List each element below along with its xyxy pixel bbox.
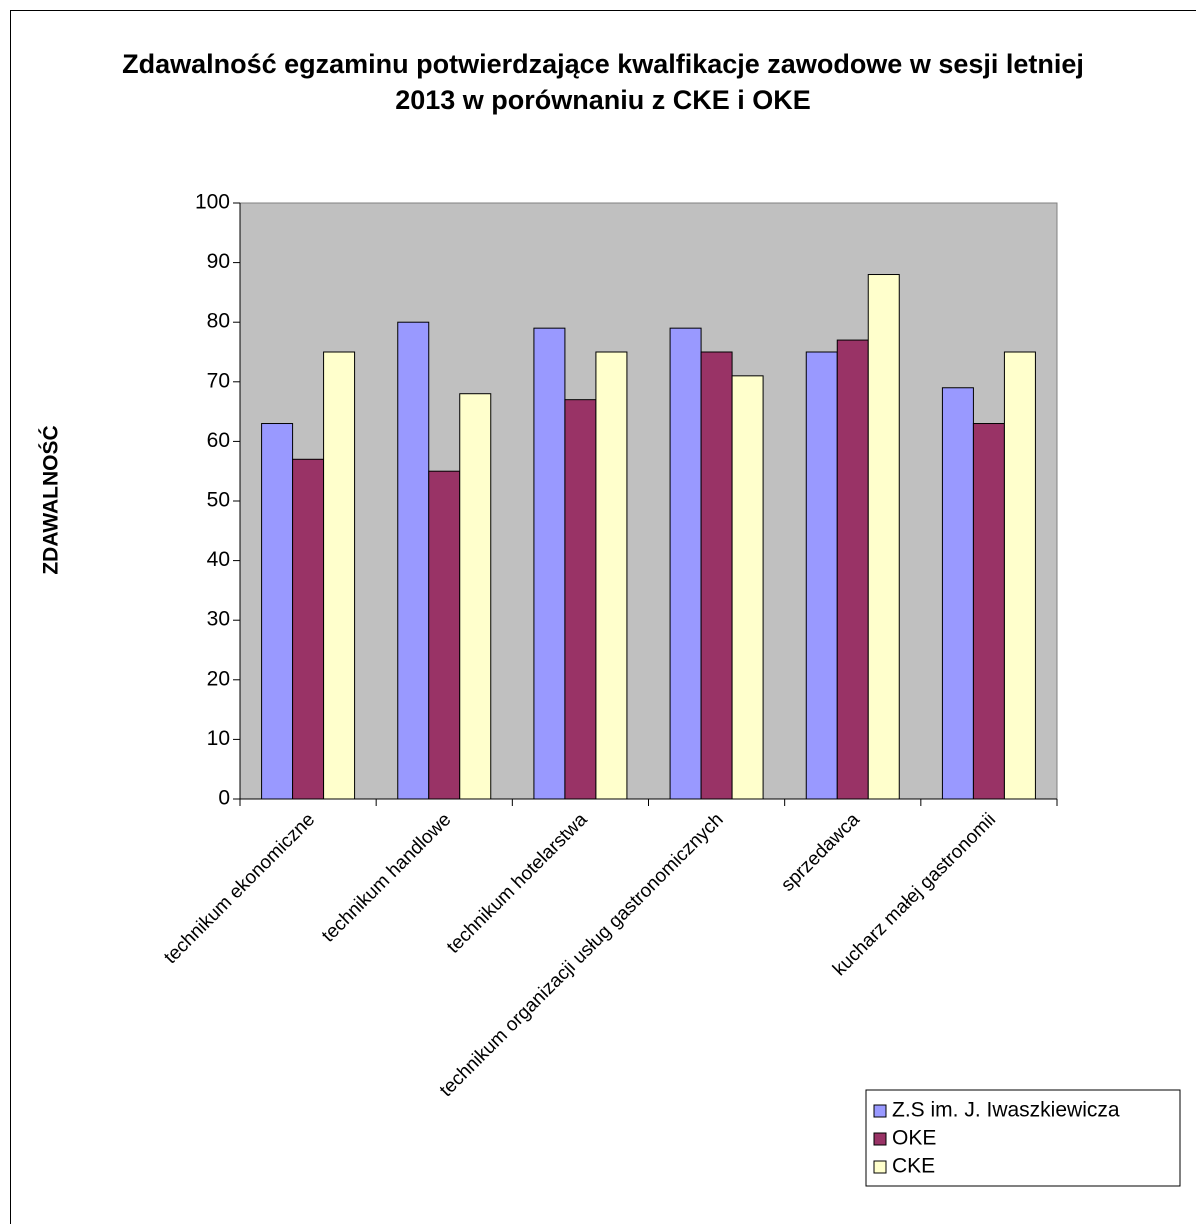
x-tick-label: technikum ekonomiczne [160, 809, 319, 968]
plot-area [239, 202, 1058, 800]
x-tick-label: kucharz małej gastronomii [829, 809, 1000, 980]
bar [323, 351, 356, 800]
y-tick-label: 10 [207, 727, 230, 750]
x-tick-label: sprzedawca [777, 809, 864, 896]
legend-label: Z.S im. J. Iwaszkiewicza [892, 1099, 1120, 1122]
y-tick-label: 40 [207, 548, 230, 571]
bar [731, 375, 764, 800]
y-tick-label: 70 [207, 369, 230, 392]
legend-label: OKE [892, 1127, 936, 1150]
legend-swatch [873, 1160, 887, 1174]
bar [867, 274, 900, 800]
x-tick-label: technikum organizacji usług gastronomicz… [436, 809, 728, 1101]
y-tick-label: 90 [207, 250, 230, 273]
bar [836, 339, 869, 800]
bar [1003, 351, 1036, 800]
bar [459, 393, 492, 800]
bar [669, 327, 702, 800]
x-tick-label: technikum handlowe [318, 809, 455, 946]
bar [972, 423, 1005, 800]
y-tick-label: 100 [195, 191, 230, 214]
chart-title: Zdawalność egzaminu potwierdzające kwalf… [122, 49, 1084, 115]
bar [700, 351, 733, 800]
y-axis-label: ZDAWALNOŚĆ [39, 425, 63, 574]
y-tick-label: 20 [207, 667, 230, 690]
bar [533, 327, 566, 800]
bar [292, 458, 325, 800]
y-tick-label: 0 [218, 787, 230, 810]
bar [397, 321, 430, 800]
y-tick-label: 50 [207, 489, 230, 512]
legend-swatch [873, 1104, 887, 1118]
y-tick-label: 60 [207, 429, 230, 452]
bar [941, 387, 974, 800]
bar [428, 470, 461, 800]
y-tick-label: 30 [207, 608, 230, 631]
legend-label: CKE [892, 1155, 935, 1178]
legend-box [865, 1089, 1181, 1187]
x-tick-label: technikum hotelarstwa [443, 809, 592, 958]
y-tick-label: 80 [207, 310, 230, 333]
bar [564, 399, 597, 800]
bar [595, 351, 628, 800]
bar [261, 423, 294, 800]
chart-frame [10, 10, 1196, 1224]
bar [805, 351, 838, 800]
legend-swatch [873, 1132, 887, 1146]
